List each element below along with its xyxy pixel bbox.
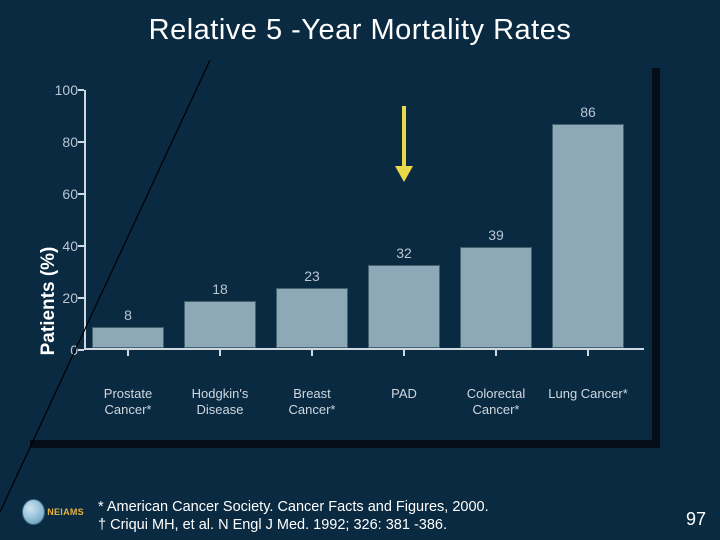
x-axis bbox=[84, 348, 644, 350]
y-tick-label: 80 bbox=[38, 134, 78, 150]
value-label: 86 bbox=[552, 104, 624, 120]
logo: NEIAMS bbox=[22, 496, 84, 528]
bar bbox=[276, 288, 348, 348]
bar bbox=[460, 247, 532, 348]
y-tick bbox=[78, 349, 84, 351]
y-tick-label: 40 bbox=[38, 238, 78, 254]
value-label: 18 bbox=[184, 281, 256, 297]
x-tick bbox=[311, 350, 313, 356]
category-label: PAD bbox=[359, 386, 449, 402]
x-tick bbox=[219, 350, 221, 356]
category-label: BreastCancer* bbox=[267, 386, 357, 417]
x-tick bbox=[403, 350, 405, 356]
arrow-icon bbox=[384, 98, 424, 186]
y-tick bbox=[78, 297, 84, 299]
category-label: ColorectalCancer* bbox=[451, 386, 541, 417]
footnotes: * American Cancer Society. Cancer Facts … bbox=[98, 498, 489, 534]
x-tick bbox=[127, 350, 129, 356]
y-tick-label: 20 bbox=[38, 290, 78, 306]
bar bbox=[184, 301, 256, 348]
value-label: 32 bbox=[368, 245, 440, 261]
category-label: Lung Cancer* bbox=[543, 386, 633, 402]
logo-text: NEIAMS bbox=[47, 507, 84, 517]
y-tick bbox=[78, 89, 84, 91]
bar bbox=[552, 124, 624, 348]
y-tick-label: 100 bbox=[38, 82, 78, 98]
y-tick bbox=[78, 141, 84, 143]
bar bbox=[92, 327, 164, 348]
footnote-line: * American Cancer Society. Cancer Facts … bbox=[98, 498, 489, 516]
page-title: Relative 5 -Year Mortality Rates bbox=[0, 0, 720, 51]
y-axis bbox=[84, 90, 86, 350]
page-number: 97 bbox=[686, 509, 706, 530]
x-tick bbox=[587, 350, 589, 356]
x-tick bbox=[495, 350, 497, 356]
category-label: Hodgkin'sDisease bbox=[175, 386, 265, 417]
y-tick-label: 0 bbox=[38, 342, 78, 358]
bar bbox=[368, 265, 440, 348]
value-label: 8 bbox=[92, 307, 164, 323]
plot-area: 0204060801008ProstateCancer*18Hodgkin'sD… bbox=[84, 90, 644, 350]
chart-container: Patients (%) 0204060801008ProstateCancer… bbox=[22, 60, 652, 440]
footnote-line: † Criqui MH, et al. N Engl J Med. 1992; … bbox=[98, 516, 489, 534]
value-label: 39 bbox=[460, 227, 532, 243]
category-label: ProstateCancer* bbox=[83, 386, 173, 417]
y-tick bbox=[78, 193, 84, 195]
globe-icon bbox=[22, 499, 45, 525]
value-label: 23 bbox=[276, 268, 348, 284]
y-tick bbox=[78, 245, 84, 247]
y-tick-label: 60 bbox=[38, 186, 78, 202]
